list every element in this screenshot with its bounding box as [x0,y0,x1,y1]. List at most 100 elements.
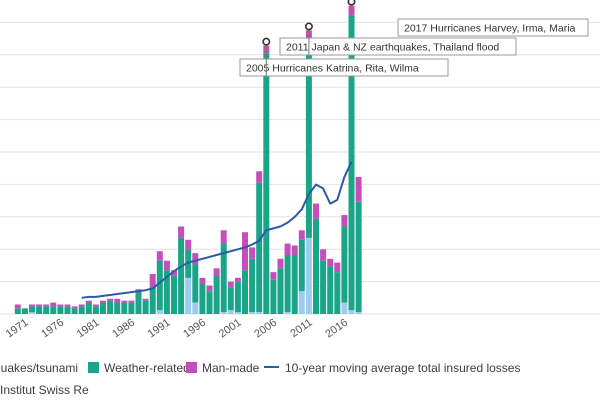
callout-marker-2005 [262,37,271,46]
bar-quake-2017 [348,310,355,314]
bar-manmade-1978 [71,306,78,309]
bar-weather-1977 [64,306,71,314]
bar-manmade-1995 [192,253,199,265]
bar-manmade-1985 [121,300,128,303]
bar-manmade-2002 [242,232,248,271]
bar-manmade-1974 [43,304,50,307]
bar-weather-1973 [36,306,43,314]
bar-weather-2001 [234,281,241,313]
chart-x-ticks: 1971 1976 1981 1986 1991 1996 2001 2006 2011 2016 [4,317,350,341]
bar-weather-2003 [249,258,256,313]
bar-manmade-2008 [284,243,291,256]
bar-quake-1995 [192,302,199,314]
bar-weather-2014 [327,266,334,314]
bar-quake-2004 [256,312,263,314]
bar-manmade-1986 [128,300,135,303]
bar-manmade-2016 [341,215,348,227]
source-text: Institut Swiss Re [0,383,89,397]
bar-weather-1988 [142,300,149,314]
legend-label-manmade: Man-made [202,361,260,375]
bar-quake-1990 [156,310,163,314]
bar-weather-2016 [341,226,348,303]
bar-manmade-2012 [313,203,319,219]
legend-item-manmade: Man-made [186,361,259,375]
bar-manmade-1979 [78,304,85,307]
bar-weather-1992 [171,275,177,314]
callout-text-2017: 2017 Hurricanes Harvey, Irma, Maria [404,23,576,35]
bar-manmade-1991 [163,260,170,271]
bar-manmade-2000 [227,281,234,288]
bar-manmade-1983 [107,298,114,301]
legend-label-weather: Weather-related [104,361,190,375]
bar-manmade-1970 [14,304,21,309]
moving-average-line [81,161,353,299]
bar-manmade-1976 [57,304,64,307]
bar-manmade-1977 [64,304,71,307]
bar-weather-2011 [305,39,312,238]
bar-quake-2000 [227,310,234,314]
legend-swatch-manmade [186,362,197,373]
legend-item-quakes: quakes/tsunami [0,361,78,375]
bar-weather-2005 [263,53,270,314]
bar-manmade-1984 [114,298,121,303]
bar-quake-2011 [305,237,312,314]
bar-manmade-1998 [213,268,220,276]
bar-weather-2009 [291,255,298,314]
bar-quake-1972 [29,312,35,314]
x-tick-label: 1971 [4,317,31,341]
x-tick-label: 2016 [323,317,350,341]
bar-weather-1987 [135,291,142,314]
bar-weather-1982 [100,302,106,314]
bar-quake-2003 [249,312,256,314]
bar-manmade-1993 [178,226,185,238]
bar-manmade-1973 [36,304,43,307]
bar-weather-2010 [298,239,305,292]
bar-manmade-2015 [334,262,341,273]
bar-manmade-2010 [298,230,305,240]
bar-weather-2008 [284,255,291,313]
bar-weather-1984 [114,302,121,314]
callout-marker-2017 [347,0,356,6]
bar-weather-2007 [277,268,284,314]
bar-weather-2000 [227,287,234,311]
bar-weather-1974 [43,306,50,314]
callout-marker-2011 [304,22,313,31]
bar-manmade-1989 [149,274,156,288]
bar-weather-1981 [92,306,99,314]
bar-manmade-2004 [256,171,263,183]
x-tick-label: 1996 [181,317,208,341]
bar-manmade-1972 [29,304,35,307]
bar-weather-1970 [14,308,21,314]
bar-quake-1994 [185,277,192,314]
bar-weather-1978 [71,308,78,314]
bar-manmade-1981 [92,304,99,307]
x-tick-label: 2011 [288,317,314,340]
bar-weather-1971 [21,308,28,314]
legend-swatch-average [264,366,279,368]
callout-box-2011 [279,37,517,56]
callout-box-2005 [239,58,449,77]
bar-manmade-1992 [171,270,177,276]
legend-label-quakes: quakes/tsunami [0,361,79,375]
bar-manmade-2003 [249,247,256,259]
bar-weather-1979 [78,306,85,314]
legend-item-average: 10-year moving average total insured los… [264,361,520,375]
bar-manmade-2014 [327,258,334,267]
callout-text-2011: 2011 Japan & NZ earthquakes, Thailand fl… [286,42,499,54]
bar-weather-1972 [29,306,35,313]
bar-manmade-2018 [355,176,362,202]
bar-manmade-2013 [320,249,327,261]
bar-manmade-1996 [199,277,206,284]
x-tick-label: 2001 [217,317,244,341]
source-note: Institut Swiss Re [0,383,89,397]
bar-manmade-1982 [100,300,106,303]
bar-weather-1975 [50,306,57,314]
bar-manmade-1999 [220,230,227,244]
bar-manmade-2006 [270,272,277,280]
bar-weather-2012 [313,218,319,314]
bar-weather-1989 [149,287,156,314]
bar-weather-2015 [334,272,341,314]
bar-weather-1980 [85,302,92,314]
bar-weather-2006 [270,279,277,314]
